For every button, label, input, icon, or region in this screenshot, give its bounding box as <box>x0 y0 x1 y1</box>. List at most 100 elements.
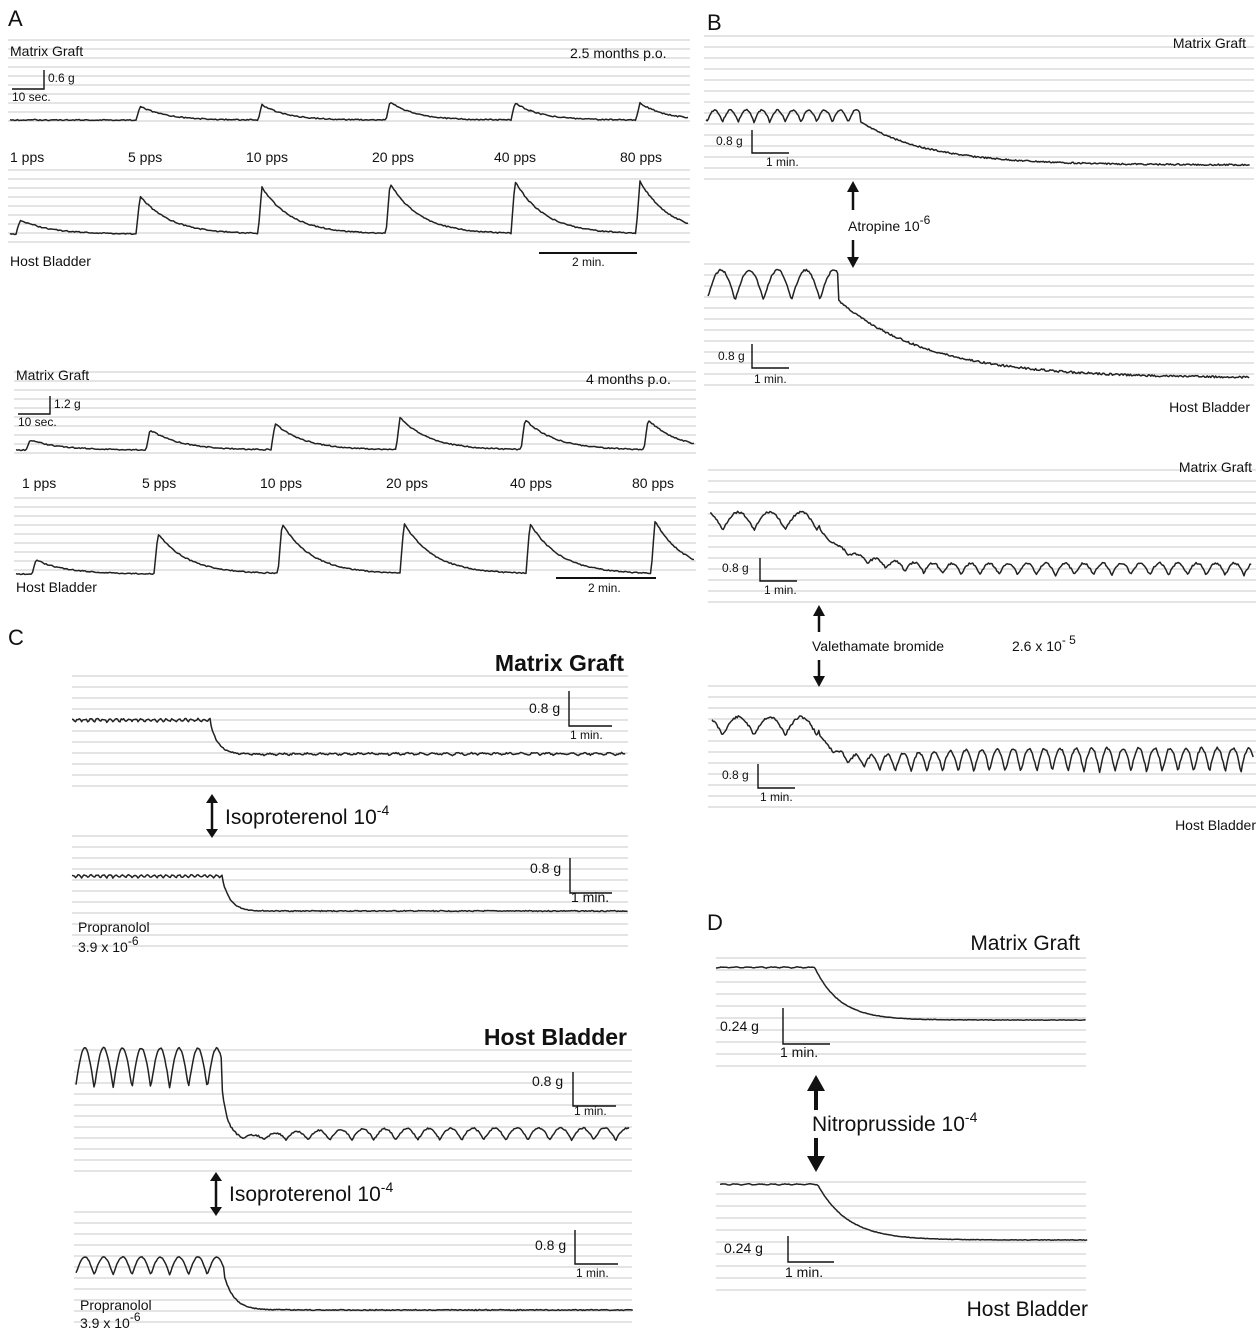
d-host-scale-force: 0.24 g <box>724 1240 763 1256</box>
a-bottom-host-label: Host Bladder <box>16 579 97 595</box>
c-graft-lower-scale-time: 1 min. <box>571 889 609 905</box>
panel-label-d: D <box>707 910 723 935</box>
double-arrow-icon <box>206 794 218 838</box>
b-valethamate-drug: Valethamate bromide <box>812 638 944 654</box>
b-valethamate-host-scale-force: 0.8 g <box>722 768 749 782</box>
recording-trace <box>15 520 695 576</box>
b-valethamate-host-scale-time: 1 min. <box>760 790 793 804</box>
b-atropine-graft-label: Matrix Graft <box>1173 35 1246 51</box>
b-atropine-host-label: Host Bladder <box>1169 399 1250 415</box>
a-bottom-graft-label: Matrix Graft <box>16 367 89 383</box>
scale-bar-a-bottom <box>18 396 51 415</box>
scale-bar-b2 <box>751 344 789 369</box>
arrow-up-icon <box>807 1075 825 1110</box>
a-top-freq-20: 20 pps <box>372 149 414 165</box>
recording-trace <box>15 416 695 452</box>
b-atropine-host-scale-time: 1 min. <box>754 372 787 386</box>
scale-bar-d1 <box>782 1008 830 1045</box>
c-host-title: Host Bladder <box>484 1024 627 1050</box>
b-atropine-drug: Atropine 10-6 <box>848 213 931 234</box>
a-top-host-label: Host Bladder <box>10 253 91 269</box>
b-atropine-graft-scale-time: 1 min. <box>766 155 799 169</box>
arrow-up-icon <box>813 605 825 632</box>
c-host-scale-time: 1 min. <box>574 1104 607 1118</box>
c-host-blocker: Propranolol <box>80 1297 152 1313</box>
a-bottom-freq-5: 5 pps <box>142 475 176 491</box>
scale-bar-b3 <box>759 558 797 582</box>
a-bottom-scale-time: 10 sec. <box>18 415 57 429</box>
a-bottom-freq-10: 10 pps <box>260 475 302 491</box>
b-valethamate-host-label: Host Bladder <box>1175 817 1256 833</box>
d-host-scale-time: 1 min. <box>785 1264 823 1280</box>
a-top-graft-label: Matrix Graft <box>10 43 83 59</box>
c-graft-scale-time: 1 min. <box>570 728 603 742</box>
a-top-freq-80: 80 pps <box>620 149 662 165</box>
a-top-scale-time: 10 sec. <box>12 90 51 104</box>
a-bottom-freq-40: 40 pps <box>510 475 552 491</box>
recording-trace <box>71 873 628 913</box>
b-valethamate-conc: 2.6 x 10- 5 <box>1012 633 1076 654</box>
c-graft-scale-force: 0.8 g <box>529 700 560 716</box>
recording-trace <box>9 101 689 122</box>
b-valethamate-graft-label: Matrix Graft <box>1179 459 1252 475</box>
recording-trace <box>75 1255 634 1312</box>
a-bottom-freq-1: 1 pps <box>22 475 56 491</box>
a-bottom-freq-80: 80 pps <box>632 475 674 491</box>
c-graft-title: Matrix Graft <box>495 650 624 676</box>
b-valethamate-graft-scale-force: 0.8 g <box>722 561 749 575</box>
panel-label-c: C <box>8 625 24 650</box>
recording-trace <box>9 180 689 236</box>
recording-trace <box>711 715 1254 774</box>
a-bottom-scale-force: 1.2 g <box>54 397 81 411</box>
a-top-scale-force: 0.6 g <box>48 71 75 85</box>
a-bottom-time-bar-label: 2 min. <box>588 581 621 595</box>
a-bottom-freq-20: 20 pps <box>386 475 428 491</box>
d-graft-scale-time: 1 min. <box>780 1044 818 1060</box>
scale-bars <box>12 70 834 1265</box>
a-top-freq-1: 1 pps <box>10 149 44 165</box>
arrow-down-icon <box>847 240 859 268</box>
d-graft-scale-force: 0.24 g <box>720 1018 759 1034</box>
a-top-timepoint: 2.5 months p.o. <box>570 45 667 61</box>
c-graft-drug: Isoproterenol 10-4 <box>225 802 389 829</box>
scale-bar-d2 <box>787 1236 834 1263</box>
c-host-blocker-conc: 3.9 x 10-6 <box>80 1310 141 1331</box>
recording-trace <box>705 108 1250 167</box>
d-graft-title: Matrix Graft <box>970 932 1080 955</box>
c-graft-blocker-conc: 3.9 x 10-6 <box>78 934 139 955</box>
recording-trace <box>75 1046 630 1142</box>
scale-bar-c2 <box>569 858 612 894</box>
panel-label-a: A <box>8 6 23 31</box>
d-drug: Nitroprusside 10-4 <box>812 1109 978 1136</box>
drug-arrows <box>206 181 859 1216</box>
a-top-freq-40: 40 pps <box>494 149 536 165</box>
arrow-down-icon <box>807 1138 825 1172</box>
panel-label-b: B <box>707 10 722 35</box>
recording-trace <box>715 966 1086 1021</box>
recording-trace <box>707 268 1250 379</box>
a-top-freq-5: 5 pps <box>128 149 162 165</box>
arrow-up-icon <box>847 181 859 210</box>
a-top-freq-10: 10 pps <box>246 149 288 165</box>
c-graft-blocker: Propranolol <box>78 919 150 935</box>
recording-trace <box>72 717 626 757</box>
a-top-time-bar-label: 2 min. <box>572 255 605 269</box>
b-valethamate-graft-scale-time: 1 min. <box>764 583 797 597</box>
double-arrow-icon <box>210 1172 222 1216</box>
scale-bar-b4 <box>757 764 795 789</box>
arrow-down-icon <box>813 660 825 687</box>
scale-bar-a-top <box>12 70 45 90</box>
b-atropine-graft-scale-force: 0.8 g <box>716 134 743 148</box>
scale-bar-c3 <box>572 1072 616 1107</box>
recording-trace <box>719 1183 1088 1241</box>
c-graft-lower-scale-force: 0.8 g <box>530 860 561 876</box>
c-host-scale-force: 0.8 g <box>532 1073 563 1089</box>
c-host-drug: Isoproterenol 10-4 <box>229 1179 393 1206</box>
recording-traces <box>9 101 1254 1312</box>
a-bottom-timepoint: 4 months p.o. <box>586 371 671 387</box>
c-host-lower-scale-force: 0.8 g <box>535 1237 566 1253</box>
d-host-title: Host Bladder <box>967 1298 1088 1321</box>
scale-bar-b1 <box>751 130 789 154</box>
recording-trace <box>709 510 1252 577</box>
